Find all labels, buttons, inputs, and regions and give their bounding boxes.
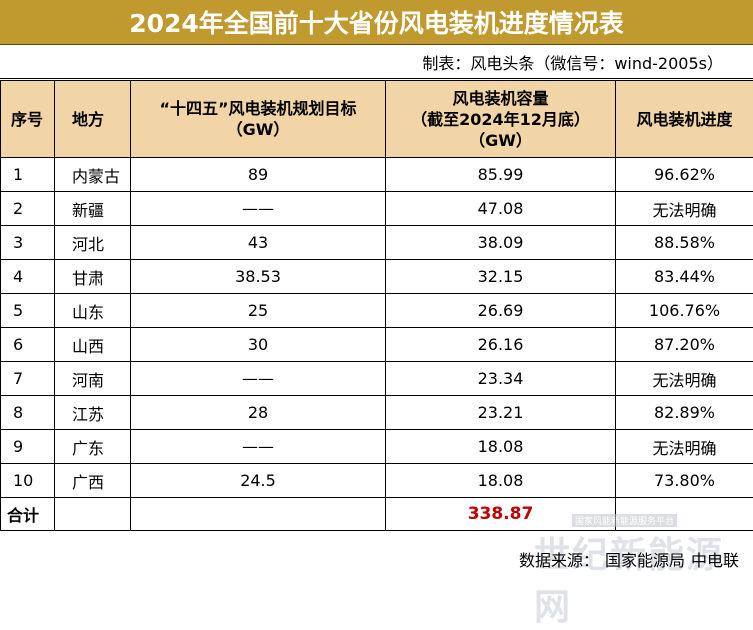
row-progress: 106.76%: [616, 294, 753, 328]
row-index: 3: [1, 226, 55, 260]
total-capacity: 338.87: [386, 498, 616, 531]
row-index: 10: [1, 464, 55, 498]
row-capacity: 47.08: [386, 192, 616, 226]
table-row: 1 内蒙古 89 85.99 96.62%: [1, 158, 753, 192]
header-region: 地方: [55, 81, 131, 158]
header-index: 序号: [1, 81, 55, 158]
row-target: ——: [131, 362, 386, 396]
table-row: 4 甘肃 38.53 32.15 83.44%: [1, 260, 753, 294]
source-org-cec: 中电联: [691, 547, 739, 571]
row-progress: 82.89%: [616, 396, 753, 430]
header-capacity: 风电装机容量 （截至2024年12月底） （GW）: [386, 81, 616, 158]
row-region: 山西: [55, 328, 131, 362]
row-target: 38.53: [131, 260, 386, 294]
row-capacity: 85.99: [386, 158, 616, 192]
row-capacity: 38.09: [386, 226, 616, 260]
row-progress: 无法明确: [616, 362, 753, 396]
row-progress: 96.62%: [616, 158, 753, 192]
table-row: 5 山东 25 26.69 106.76%: [1, 294, 753, 328]
row-region: 广西: [55, 464, 131, 498]
row-progress: 83.44%: [616, 260, 753, 294]
row-target: 28: [131, 396, 386, 430]
header-capacity-line1: 风电装机容量: [386, 88, 615, 109]
header-target: “十四五”风电装机规划目标 （GW）: [131, 81, 386, 158]
row-index: 8: [1, 396, 55, 430]
table-row: 2 新疆 —— 47.08 无法明确: [1, 192, 753, 226]
row-target: 30: [131, 328, 386, 362]
row-capacity: 23.21: [386, 396, 616, 430]
total-row: 合计 338.87: [1, 498, 753, 531]
row-region: 河南: [55, 362, 131, 396]
row-region: 内蒙古: [55, 158, 131, 192]
table-row: 8 江苏 28 23.21 82.89%: [1, 396, 753, 430]
table-row: 7 河南 —— 23.34 无法明确: [1, 362, 753, 396]
row-progress: 无法明确: [616, 430, 753, 464]
row-capacity: 23.34: [386, 362, 616, 396]
row-target: 24.5: [131, 464, 386, 498]
header-progress: 风电装机进度: [616, 81, 753, 158]
table-row: 9 广东 —— 18.08 无法明确: [1, 430, 753, 464]
row-region: 广东: [55, 430, 131, 464]
row-region: 山东: [55, 294, 131, 328]
row-index: 2: [1, 192, 55, 226]
row-region: 新疆: [55, 192, 131, 226]
row-progress: 无法明确: [616, 192, 753, 226]
source-org-nea: 国家能源局: [605, 547, 685, 571]
row-index: 5: [1, 294, 55, 328]
row-target: 89: [131, 158, 386, 192]
row-index: 1: [1, 158, 55, 192]
header-capacity-line2: （截至2024年12月底）: [386, 109, 615, 130]
row-index: 6: [1, 328, 55, 362]
row-capacity: 32.15: [386, 260, 616, 294]
total-label: 合计: [1, 498, 55, 531]
wind-capacity-table: 序号 地方 “十四五”风电装机规划目标 （GW） 风电装机容量 （截至2024年…: [0, 80, 753, 531]
table-row: 10 广西 24.5 18.08 73.80%: [1, 464, 753, 498]
total-empty-target: [131, 498, 386, 531]
row-target: ——: [131, 192, 386, 226]
data-source: 数据来源： 国家能源局 中电联: [0, 541, 753, 576]
table-title: 2024年全国前十大省份风电装机进度情况表: [0, 0, 753, 45]
row-index: 7: [1, 362, 55, 396]
row-progress: 88.58%: [616, 226, 753, 260]
table-maker-credit: 制表：风电头条（微信号：wind-2005s）: [0, 45, 753, 79]
header-capacity-line3: （GW）: [386, 130, 615, 151]
row-index: 9: [1, 430, 55, 464]
row-progress: 87.20%: [616, 328, 753, 362]
source-label: 数据来源：: [519, 547, 599, 571]
row-region: 江苏: [55, 396, 131, 430]
row-target: ——: [131, 430, 386, 464]
row-capacity: 18.08: [386, 430, 616, 464]
row-region: 河北: [55, 226, 131, 260]
header-target-line1: “十四五”风电装机规划目标: [131, 98, 385, 119]
row-region: 甘肃: [55, 260, 131, 294]
row-capacity: 26.69: [386, 294, 616, 328]
header-row: 序号 地方 “十四五”风电装机规划目标 （GW） 风电装机容量 （截至2024年…: [1, 81, 753, 158]
row-progress: 73.80%: [616, 464, 753, 498]
total-empty-region: [55, 498, 131, 531]
row-index: 4: [1, 260, 55, 294]
row-target: 25: [131, 294, 386, 328]
table-row: 6 山西 30 26.16 87.20%: [1, 328, 753, 362]
total-empty-progress: [616, 498, 753, 531]
table-row: 3 河北 43 38.09 88.58%: [1, 226, 753, 260]
row-capacity: 26.16: [386, 328, 616, 362]
total-capacity-value: 338.87: [468, 504, 534, 524]
header-target-line2: （GW）: [131, 119, 385, 140]
row-target: 43: [131, 226, 386, 260]
row-capacity: 18.08: [386, 464, 616, 498]
